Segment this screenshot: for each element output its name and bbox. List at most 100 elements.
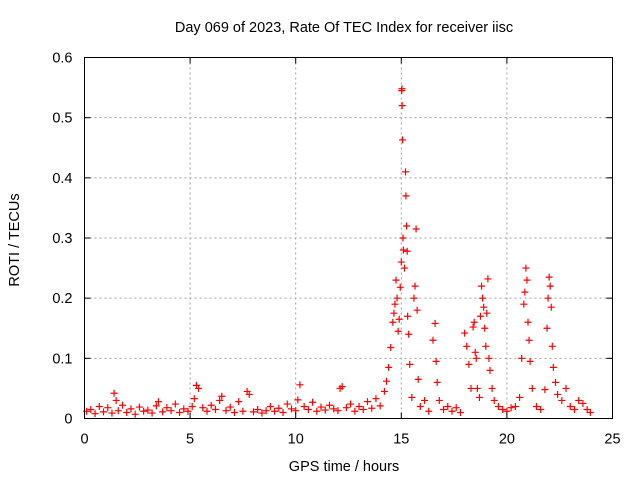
- data-point: [400, 264, 408, 272]
- grid: [84, 57, 613, 419]
- data-point: [135, 403, 143, 411]
- x-tick-label: 15: [393, 432, 409, 448]
- data-point: [465, 360, 473, 368]
- data-point: [279, 408, 287, 416]
- data-point: [218, 392, 226, 400]
- data-point: [364, 398, 372, 406]
- data-point: [347, 400, 355, 408]
- data-point: [396, 283, 404, 291]
- data-points: [83, 85, 594, 418]
- y-tick-label: 0.4: [52, 171, 72, 187]
- data-point: [470, 318, 478, 326]
- data-point: [547, 303, 555, 311]
- data-point: [368, 404, 376, 412]
- data-point: [425, 407, 433, 415]
- data-point: [541, 386, 549, 394]
- data-point: [566, 402, 574, 410]
- data-point: [429, 336, 437, 344]
- data-point: [570, 405, 578, 413]
- data-point: [481, 324, 489, 332]
- y-tick-label: 0.5: [52, 111, 72, 127]
- data-point: [403, 222, 411, 230]
- data-point: [392, 276, 400, 284]
- data-point: [321, 406, 329, 414]
- data-point: [148, 409, 156, 417]
- data-point: [406, 360, 414, 368]
- data-point: [558, 396, 566, 404]
- y-tick-label: 0.3: [52, 231, 72, 247]
- data-point: [494, 402, 502, 410]
- data-point: [317, 403, 325, 411]
- data-point: [300, 402, 308, 410]
- data-point: [463, 342, 471, 350]
- data-point: [355, 402, 363, 410]
- data-point: [412, 225, 420, 233]
- data-point: [403, 247, 411, 255]
- data-point: [444, 402, 452, 410]
- data-point: [410, 294, 418, 302]
- data-point: [518, 354, 526, 362]
- data-point: [480, 303, 488, 311]
- data-point: [144, 406, 152, 414]
- data-point: [184, 407, 192, 415]
- data-point: [171, 400, 179, 408]
- data-point: [524, 318, 532, 326]
- data-point: [114, 407, 122, 415]
- data-point: [413, 306, 421, 314]
- data-point: [399, 234, 407, 242]
- data-point: [287, 405, 295, 413]
- data-point: [131, 410, 139, 418]
- data-point: [405, 330, 413, 338]
- data-point: [522, 264, 530, 272]
- data-point: [486, 366, 494, 374]
- data-point: [207, 401, 215, 409]
- data-point: [254, 405, 262, 413]
- data-point: [372, 395, 380, 403]
- data-point: [239, 407, 247, 415]
- data-point: [140, 407, 148, 415]
- data-point: [398, 85, 406, 93]
- data-point: [408, 393, 416, 401]
- x-axis-label: GPS time / hours: [289, 459, 399, 475]
- data-point: [294, 396, 302, 404]
- data-point: [473, 384, 481, 392]
- axis-ticks: 0 5 10 15 20 25 0 0.1 0.2 0.3 0.4 0.5 0.6: [52, 51, 620, 448]
- data-point: [485, 354, 493, 362]
- data-point: [230, 408, 238, 416]
- data-point: [163, 404, 171, 412]
- data-point: [330, 405, 338, 413]
- data-point: [104, 404, 112, 412]
- data-point: [545, 273, 553, 281]
- data-point: [258, 409, 266, 417]
- data-point: [435, 396, 443, 404]
- data-point: [152, 402, 160, 410]
- data-point: [478, 282, 486, 290]
- data-point: [108, 409, 116, 417]
- data-point: [416, 402, 424, 410]
- data-point: [389, 318, 397, 326]
- data-point: [359, 405, 367, 413]
- data-point: [397, 258, 405, 266]
- data-point: [154, 398, 162, 406]
- data-point: [554, 390, 562, 398]
- data-point: [467, 384, 475, 392]
- data-point: [475, 393, 483, 401]
- data-point: [266, 402, 274, 410]
- data-point: [461, 329, 469, 337]
- data-point: [448, 407, 456, 415]
- data-point: [551, 378, 559, 386]
- data-point: [296, 381, 304, 389]
- data-point: [167, 407, 175, 415]
- data-point: [399, 136, 407, 144]
- data-point: [507, 404, 515, 412]
- data-point: [511, 402, 519, 410]
- data-point: [526, 357, 534, 365]
- data-point: [383, 377, 391, 385]
- data-point: [484, 275, 492, 283]
- data-point: [433, 378, 441, 386]
- data-point: [469, 323, 477, 331]
- data-point: [548, 342, 556, 350]
- data-point: [95, 402, 103, 410]
- data-point: [100, 408, 108, 416]
